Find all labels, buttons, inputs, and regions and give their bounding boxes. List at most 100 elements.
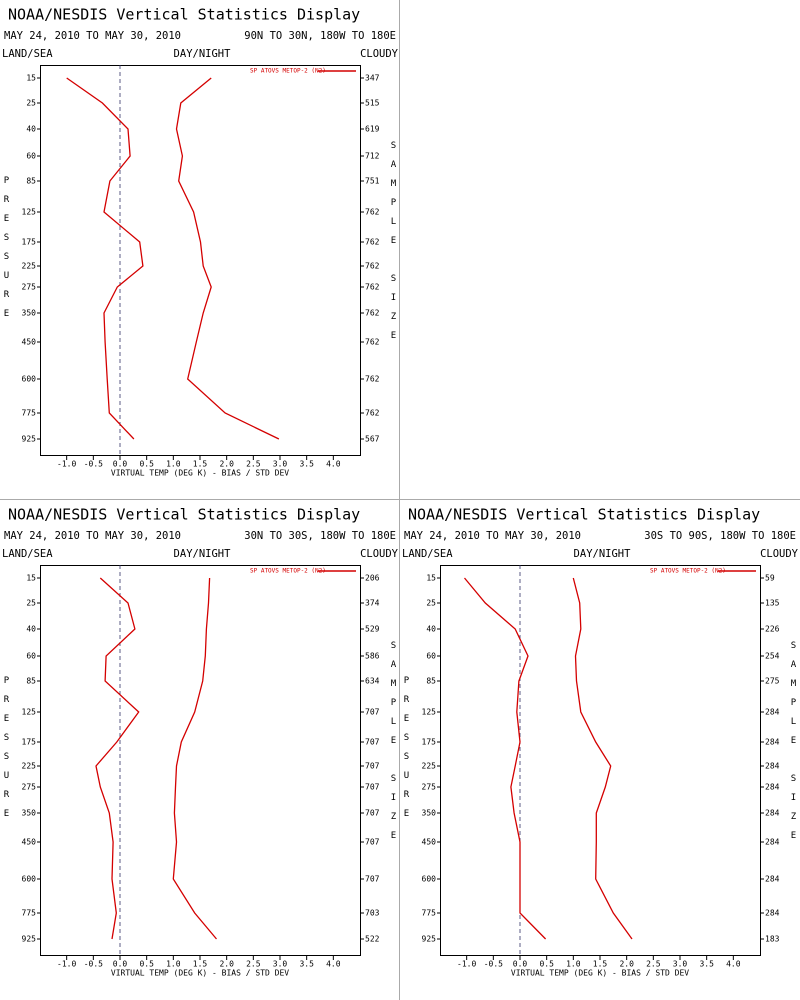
sample-size: 347 [365, 74, 380, 83]
plot-frame [40, 65, 361, 456]
corner-label: CLOUDY [760, 548, 799, 560]
x-tick-label: 0.5 [139, 960, 154, 969]
sample-size: 135 [765, 599, 780, 608]
x-tick-label: -1.0 [57, 460, 76, 469]
sample-size: 206 [365, 574, 380, 583]
sample-size: 284 [765, 875, 780, 884]
x-tick-label: 1.0 [166, 460, 181, 469]
x-tick-label: 1.5 [593, 960, 608, 969]
y-tick-label: 450 [422, 838, 437, 847]
y-tick-label: 350 [22, 309, 37, 318]
sample-size: 284 [765, 909, 780, 918]
x-tick-label: -0.5 [484, 960, 503, 969]
sample-size: 254 [765, 652, 780, 661]
sample-size: 762 [365, 375, 380, 384]
sample-size: 529 [365, 625, 380, 634]
date-range: MAY 24, 2010 TO MAY 30, 2010 [4, 30, 181, 42]
sample-size: 284 [765, 762, 780, 771]
y-tick-label: 85 [26, 177, 36, 186]
x-tick-label: 3.5 [299, 960, 314, 969]
panel-title: NOAA/NESDIS Vertical Statistics Display [408, 506, 760, 524]
y-tick-label: 175 [422, 738, 437, 747]
y-tick-label: 40 [26, 125, 36, 134]
y-tick-label: 350 [22, 809, 37, 818]
y-tick-label: 775 [22, 909, 37, 918]
x-tick-label: 3.0 [673, 960, 688, 969]
x-tick-label: 2.5 [246, 960, 261, 969]
sample-size: 712 [365, 152, 380, 161]
legend-label: SP ATOVS METOP-2 (N2) [650, 568, 726, 575]
y-axis-label: PRESSURE [402, 676, 412, 828]
corner-label: LAND/SEA [402, 548, 453, 560]
x-tick-label: -0.5 [84, 960, 103, 969]
legend-label: SP ATOVS METOP-2 (N2) [250, 68, 326, 75]
x-axis-label: VIRTUAL TEMP (DEG K) - BIAS / STD DEV [111, 469, 289, 478]
y-tick-label: 225 [22, 762, 37, 771]
x-tick-label: 3.0 [273, 460, 288, 469]
x-tick-label: 1.5 [193, 460, 208, 469]
y-tick-label: 175 [22, 238, 37, 247]
profile-line [66, 77, 144, 440]
y-tick-label: 925 [22, 435, 37, 444]
x-tick-label: 2.5 [246, 460, 261, 469]
sample-size: 707 [365, 738, 380, 747]
x-tick-label: 2.0 [219, 960, 234, 969]
x-tick-label: 4.0 [326, 960, 341, 969]
corner-label: LAND/SEA [2, 48, 53, 60]
y-tick-label: 25 [26, 599, 36, 608]
x-tick-label: 2.0 [619, 960, 634, 969]
y-axis-label: PRESSURE [2, 676, 12, 828]
sample-size: 707 [365, 875, 380, 884]
x-tick-label: 3.5 [299, 460, 314, 469]
profile-line [175, 77, 280, 440]
x-tick-label: 4.0 [726, 960, 741, 969]
sample-size: 762 [365, 283, 380, 292]
region: 90N TO 30N, 180W TO 180E [244, 30, 396, 42]
sample-size: 762 [365, 262, 380, 271]
y-tick-label: 450 [22, 338, 37, 347]
sample-size: 515 [365, 99, 380, 108]
corner-label: DAY/NIGHT [174, 548, 232, 560]
plot-frame [40, 565, 361, 956]
x-tick-label: 0.0 [113, 460, 128, 469]
profile-line [464, 577, 547, 940]
x-tick-label: -1.0 [57, 960, 76, 969]
corner-label: CLOUDY [360, 548, 399, 560]
y-tick-label: 60 [26, 652, 36, 661]
x-tick-label: 0.5 [139, 460, 154, 469]
y-tick-label: 85 [26, 677, 36, 686]
y-axis-label: PRESSURE [2, 176, 12, 328]
panel: NOAA/NESDIS Vertical Statistics Display M… [2, 506, 399, 978]
x-axis-label: VIRTUAL TEMP (DEG K) - BIAS / STD DEV [511, 969, 689, 978]
sample-size: 707 [365, 783, 380, 792]
y-tick-label: 775 [422, 909, 437, 918]
y-tick-label: 125 [22, 708, 37, 717]
x-tick-label: 0.0 [113, 960, 128, 969]
y-tick-label: 60 [26, 152, 36, 161]
y-tick-label: 600 [22, 875, 37, 884]
y-tick-label: 40 [26, 625, 36, 634]
sample-size: 762 [365, 208, 380, 217]
x-tick-label: 1.0 [166, 960, 181, 969]
y-tick-label: 600 [22, 375, 37, 384]
y-tick-label: 25 [426, 599, 436, 608]
sample-size: 226 [765, 625, 780, 634]
sample-size: 284 [765, 783, 780, 792]
sample-size: 374 [365, 599, 380, 608]
sample-size: 183 [765, 935, 780, 944]
panel: NOAA/NESDIS Vertical Statistics Display M… [2, 6, 399, 478]
date-range: MAY 24, 2010 TO MAY 30, 2010 [404, 530, 581, 542]
x-tick-label: 0.0 [513, 960, 528, 969]
x-tick-label: 1.0 [566, 960, 581, 969]
y-tick-label: 15 [26, 574, 36, 583]
y-tick-label: 60 [426, 652, 436, 661]
legend-label: SP ATOVS METOP-2 (N2) [250, 568, 326, 575]
x-tick-label: 1.5 [193, 960, 208, 969]
x-tick-label: 2.5 [646, 960, 661, 969]
sample-size: 522 [365, 935, 380, 944]
y2-axis-label: SAMPLE SIZE [389, 141, 399, 350]
sample-size: 619 [365, 125, 380, 134]
sample-size: 707 [365, 838, 380, 847]
y2-axis-label: SAMPLE SIZE [389, 641, 399, 850]
y-tick-label: 15 [426, 574, 436, 583]
